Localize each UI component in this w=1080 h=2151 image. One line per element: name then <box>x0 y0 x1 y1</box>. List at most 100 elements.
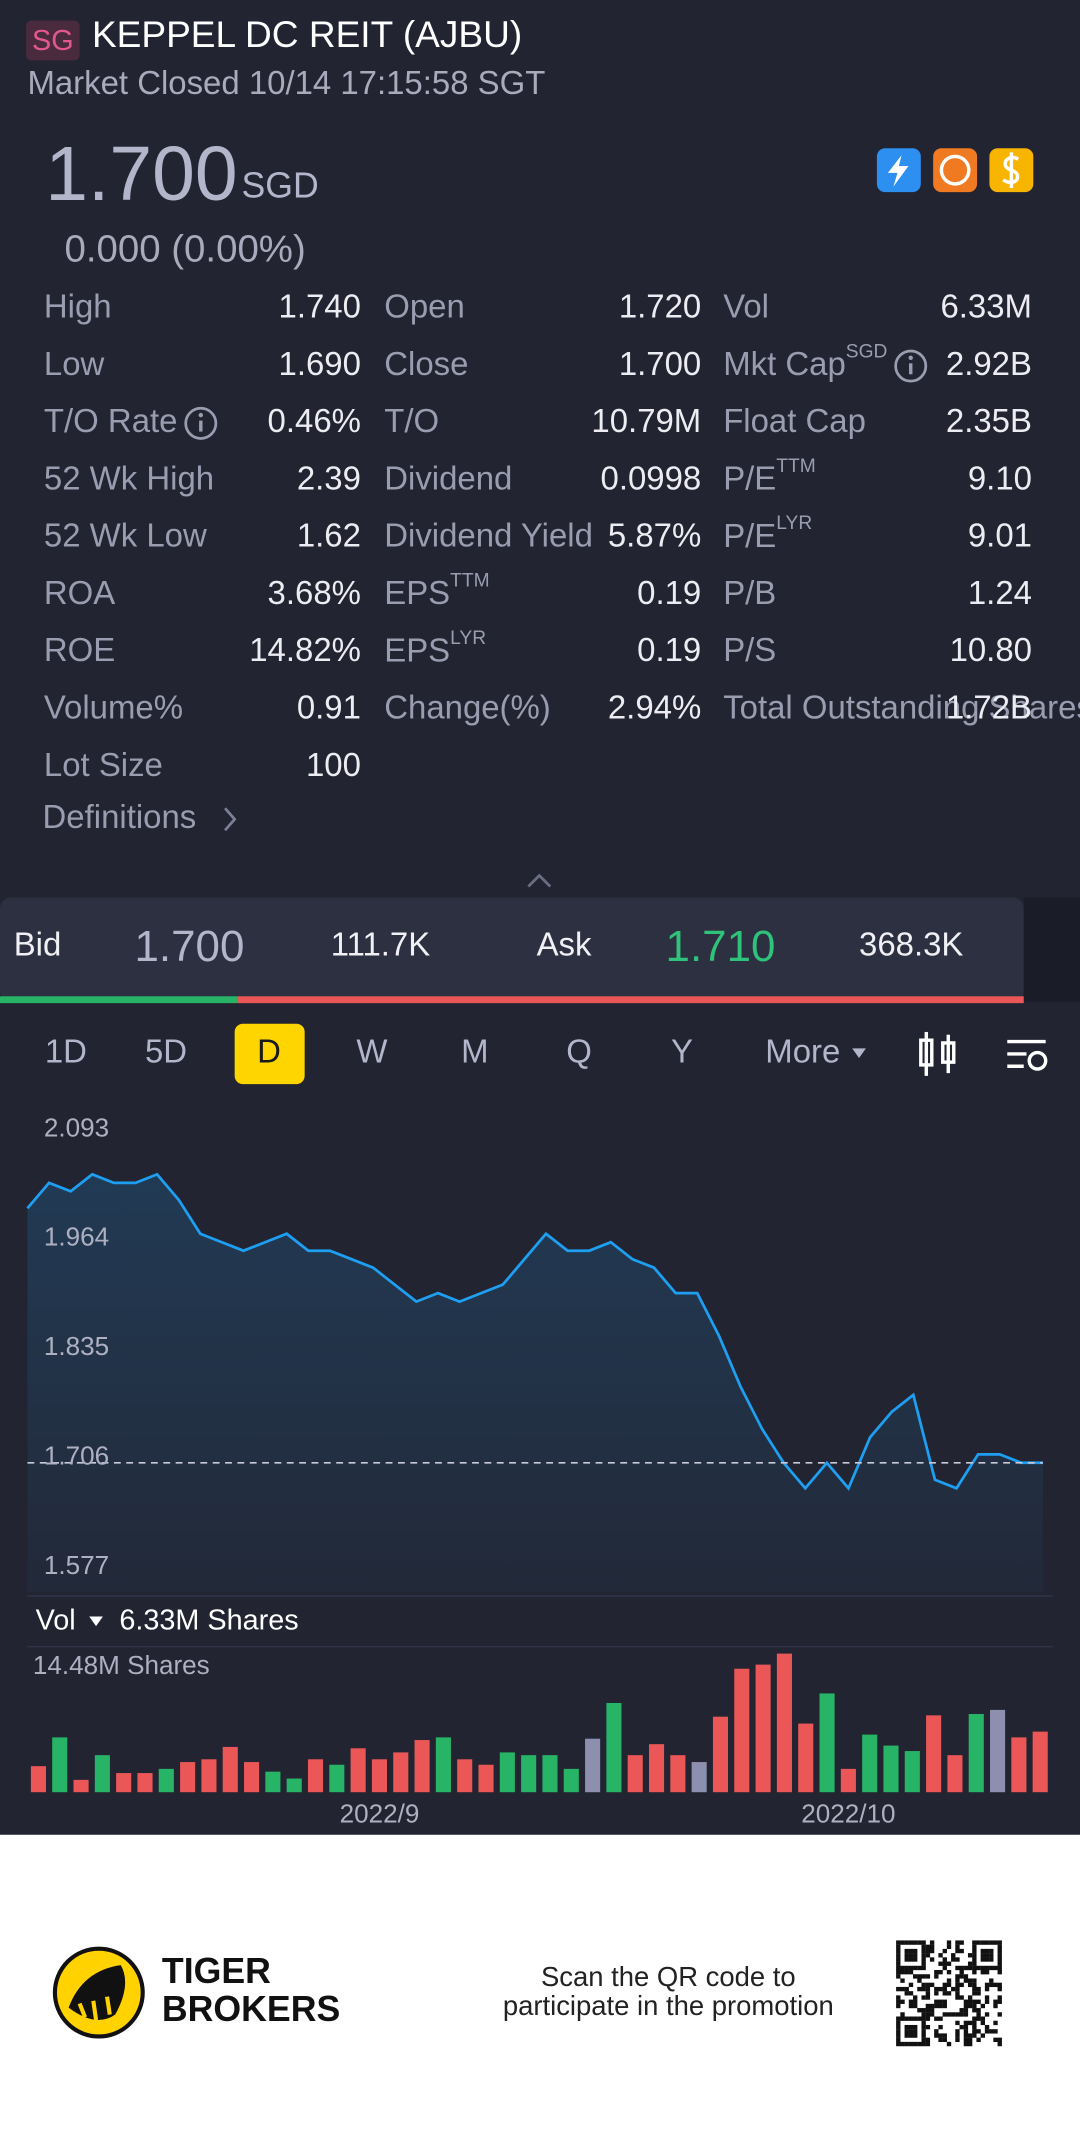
period-tab[interactable]: D <box>257 1033 281 1070</box>
qr-module <box>904 1940 909 1945</box>
volume-bar <box>1011 1737 1027 1793</box>
stat-label-main: Mkt Cap <box>723 345 846 382</box>
qr-module <box>913 1974 918 1979</box>
period-tab[interactable]: 5D <box>145 1033 187 1070</box>
qr-module <box>989 1957 994 1962</box>
y-tick-label: 1.835 <box>44 1331 109 1361</box>
qr-module <box>963 2029 969 2034</box>
info-icon[interactable] <box>184 406 218 440</box>
period-tab[interactable]: Q <box>566 1033 592 1070</box>
qr-module <box>967 2003 973 2009</box>
icon-options[interactable] <box>933 148 978 193</box>
qr-module <box>963 2024 969 2030</box>
stat-value: 9.01 <box>968 517 1032 554</box>
qr-module <box>921 1965 926 1971</box>
qr-module <box>980 2016 986 2021</box>
qr-module <box>925 1991 931 1996</box>
period-tab[interactable]: 1D <box>45 1033 87 1070</box>
qr-module <box>896 2003 901 2009</box>
ask-label: Ask <box>537 926 592 963</box>
qr-module <box>942 2012 947 2017</box>
qr-module <box>942 1991 947 1996</box>
stat-label-sup: LYR <box>450 628 486 649</box>
stat-label: T/O <box>384 402 439 439</box>
qr-module <box>900 2041 905 2047</box>
qr-code <box>896 1940 1002 2047</box>
volume-bar <box>393 1752 409 1793</box>
volume-dropdown[interactable] <box>89 1616 103 1627</box>
stat-value: 100 <box>306 746 361 783</box>
qr-module <box>925 2037 931 2042</box>
period-tab[interactable]: More <box>765 1033 840 1070</box>
qr-module <box>955 2033 960 2038</box>
footer-background <box>0 1834 1080 2151</box>
period-tab[interactable]: Y <box>671 1033 693 1070</box>
qr-module <box>993 2037 998 2042</box>
qr-module <box>942 1999 947 2004</box>
qr-module <box>997 1965 1002 1971</box>
ask-price: 1.710 <box>666 922 776 971</box>
qr-module <box>972 1991 977 1996</box>
qr-module <box>963 1974 969 1979</box>
period-tab[interactable]: M <box>461 1033 488 1070</box>
volume-bar <box>947 1755 963 1793</box>
qr-module <box>946 1940 952 1945</box>
stat-value: 2.92B <box>946 345 1032 382</box>
qr-module <box>921 2037 926 2042</box>
qr-module <box>984 1948 990 1954</box>
chevron <box>224 807 237 832</box>
volume-bar <box>712 1716 729 1793</box>
period-tabs: 1D 5D D W M Q Y More <box>45 1023 866 1085</box>
qr-module <box>980 1953 986 1958</box>
qr-module <box>942 2003 947 2009</box>
period-tab[interactable]: W <box>356 1033 387 1070</box>
volume-bar <box>222 1746 238 1793</box>
volume-bar <box>606 1703 622 1793</box>
y-tick-label: 1.706 <box>44 1441 109 1471</box>
qr-module <box>929 2012 935 2017</box>
qr-module <box>934 2016 939 2021</box>
qr-module <box>913 2016 918 2021</box>
qr-module <box>896 2029 901 2034</box>
qr-module <box>921 1961 926 1966</box>
icon-glyph <box>939 154 971 186</box>
qr-module <box>938 1986 943 1992</box>
collapse-caret[interactable] <box>527 873 552 888</box>
stat-label: Low <box>44 345 105 382</box>
qr-module <box>896 1940 901 1945</box>
promo-text: Scan the QR code to <box>541 1961 796 1992</box>
stat-value: 1.700 <box>619 345 701 382</box>
definitions-link[interactable]: Definitions <box>43 798 197 835</box>
qr-module <box>972 2003 977 2009</box>
stat-label: Open <box>384 287 465 324</box>
qr-module <box>921 2033 926 2038</box>
stat-label-sup: LYR <box>776 513 812 534</box>
qr-module <box>917 1965 922 1971</box>
qr-module <box>984 1965 990 1971</box>
qr-module <box>929 1982 935 1988</box>
stat-value: 2.35B <box>946 402 1032 439</box>
stat-label: P/ETTM <box>723 456 816 496</box>
settings-icon[interactable] <box>1007 1039 1048 1071</box>
stat-value: 10.80 <box>950 631 1032 668</box>
qr-module <box>989 1978 994 1983</box>
qr-module <box>955 1957 960 1962</box>
info-icon[interactable] <box>894 349 928 383</box>
qr-module <box>951 1986 956 1992</box>
candle-icon[interactable] <box>919 1031 956 1076</box>
qr-module <box>993 2029 998 2034</box>
qr-module <box>997 1948 1002 1954</box>
qr-module <box>959 2024 964 2030</box>
volume-bar <box>286 1778 302 1793</box>
volume-bar <box>585 1738 601 1793</box>
qr-module <box>925 2024 931 2030</box>
qr-module <box>955 1982 960 1988</box>
qr-module <box>997 2041 1002 2047</box>
qr-module <box>904 2024 909 2030</box>
qr-module <box>989 1948 994 1954</box>
bid-size: 111.7K <box>331 926 430 963</box>
qr-module <box>921 1974 926 1979</box>
stat-label: Float Cap <box>723 402 866 439</box>
volume-bar <box>52 1737 68 1793</box>
qr-module <box>993 2003 998 2009</box>
